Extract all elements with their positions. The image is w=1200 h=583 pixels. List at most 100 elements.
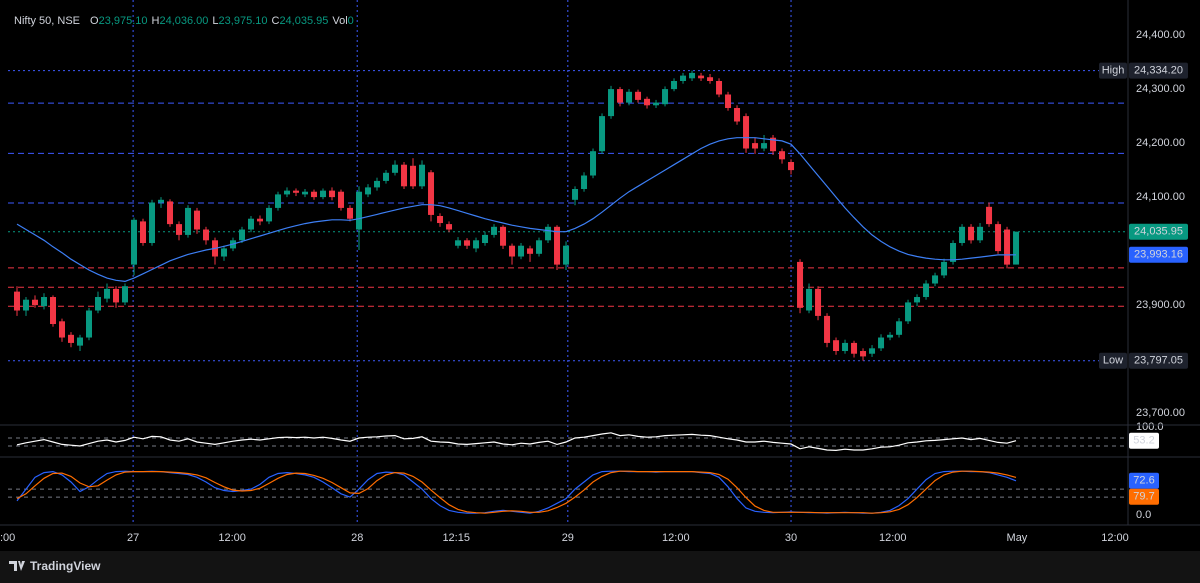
candle-body bbox=[563, 245, 570, 265]
candle-body bbox=[977, 226, 984, 241]
candle-body bbox=[113, 288, 120, 303]
price-label: 24,334.20 bbox=[1134, 65, 1183, 77]
candle-body bbox=[410, 165, 417, 187]
brand-logo bbox=[9, 561, 25, 571]
candle-body bbox=[752, 143, 759, 149]
candle-body bbox=[491, 226, 498, 235]
legend-value: 24,035.95 bbox=[279, 15, 328, 27]
y-tick-label: 24,200.00 bbox=[1136, 137, 1185, 149]
candle-body bbox=[707, 77, 714, 82]
price-label-box bbox=[1129, 246, 1188, 263]
candle-body bbox=[122, 286, 129, 303]
candle-body bbox=[167, 201, 174, 225]
legend-value: 24,036.00 bbox=[159, 15, 208, 27]
candle-body bbox=[806, 288, 813, 311]
candle-body bbox=[14, 291, 21, 311]
candle-body bbox=[887, 334, 894, 338]
price-label: 23,993.16 bbox=[1134, 249, 1183, 261]
indicator-value-label: 72.6 bbox=[1133, 475, 1154, 487]
chart-header: Nifty 50, NSE O23,975.10 H24,036.00 L23,975… bbox=[14, 15, 354, 27]
candle-body bbox=[554, 226, 561, 265]
brand[interactable]: TradingView bbox=[9, 559, 101, 573]
price-label-name-box bbox=[1099, 352, 1127, 369]
candle-body bbox=[689, 72, 696, 79]
candle-body bbox=[257, 218, 264, 222]
candle-body bbox=[581, 175, 588, 190]
candle-body bbox=[626, 91, 633, 103]
candle-body bbox=[599, 116, 606, 152]
candle-body bbox=[824, 315, 831, 343]
ohlc-legend: O23,975.10 H24,036.00 L23,975.10 C24,035.95… bbox=[90, 15, 354, 27]
candle-body bbox=[149, 202, 156, 244]
legend-key: C bbox=[271, 15, 279, 27]
y-tick-label: 23,900.00 bbox=[1136, 299, 1185, 311]
candle-body bbox=[383, 172, 390, 181]
price-label-box bbox=[1129, 352, 1188, 369]
candle-body bbox=[545, 226, 552, 241]
candle-body bbox=[311, 191, 318, 198]
candle-body bbox=[518, 245, 525, 257]
candle-body bbox=[788, 162, 795, 171]
candle-body bbox=[878, 337, 885, 349]
candle-body bbox=[248, 218, 255, 230]
candle-body bbox=[671, 81, 678, 90]
candle-body bbox=[500, 226, 507, 246]
indicator-line bbox=[16, 432, 1017, 452]
candle-body bbox=[914, 297, 921, 303]
candle-body bbox=[815, 288, 822, 316]
x-tick-label: 12:15 bbox=[442, 532, 470, 544]
candle-body bbox=[896, 321, 903, 335]
candle-body bbox=[77, 337, 84, 346]
y-tick-label: 0.0 bbox=[1136, 509, 1151, 521]
candle-body bbox=[1004, 229, 1011, 265]
candle-body bbox=[59, 321, 66, 338]
candle-body bbox=[653, 102, 660, 106]
legend-key: Vol bbox=[332, 15, 347, 27]
y-tick-label: 24,100.00 bbox=[1136, 191, 1185, 203]
y-tick-label: 100.0 bbox=[1136, 421, 1164, 433]
candle-body bbox=[32, 299, 39, 306]
x-tick-label: 12:00 bbox=[1101, 532, 1129, 544]
candle-body bbox=[293, 190, 300, 193]
candle-body bbox=[536, 240, 543, 254]
x-tick-label: :00 bbox=[0, 532, 15, 544]
candle-body bbox=[464, 240, 471, 246]
candle-body bbox=[428, 172, 435, 215]
candle-body bbox=[329, 190, 336, 198]
candle-body bbox=[221, 248, 228, 257]
indicator-value-label: 79.7 bbox=[1133, 491, 1154, 503]
candle-body bbox=[95, 297, 102, 311]
candle-body bbox=[950, 243, 957, 262]
indicator-value-label: 53.2 bbox=[1133, 435, 1154, 447]
candle-body bbox=[1013, 231, 1020, 265]
legend-key: H bbox=[152, 15, 160, 27]
candle-body bbox=[50, 297, 57, 325]
candle-body bbox=[131, 219, 138, 265]
candle-body bbox=[41, 297, 48, 307]
legend-value: 23,975.10 bbox=[99, 15, 148, 27]
x-tick-label: 12:00 bbox=[662, 532, 690, 544]
candle-body bbox=[608, 89, 615, 117]
candle-body bbox=[23, 299, 30, 311]
candle-body bbox=[158, 199, 165, 203]
candle-body bbox=[590, 151, 597, 176]
candle-body bbox=[860, 351, 867, 357]
candle-body bbox=[473, 240, 480, 249]
candle-body bbox=[302, 191, 309, 195]
x-tick-label: 28 bbox=[351, 532, 363, 544]
candle-body bbox=[842, 342, 849, 352]
moving-average bbox=[16, 137, 1017, 283]
candle-body bbox=[527, 248, 534, 254]
price-label-name-box bbox=[1099, 62, 1127, 79]
candle-body bbox=[995, 224, 1002, 252]
candle-body bbox=[185, 207, 192, 235]
candle-body bbox=[968, 226, 975, 241]
candle-body bbox=[320, 190, 327, 198]
price-label-box bbox=[1129, 223, 1188, 240]
x-tick-label: 29 bbox=[562, 532, 574, 544]
candle-body bbox=[833, 340, 840, 352]
candle-body bbox=[68, 334, 75, 343]
legend-value: 23,975.10 bbox=[219, 15, 268, 27]
candle-body bbox=[284, 190, 291, 195]
